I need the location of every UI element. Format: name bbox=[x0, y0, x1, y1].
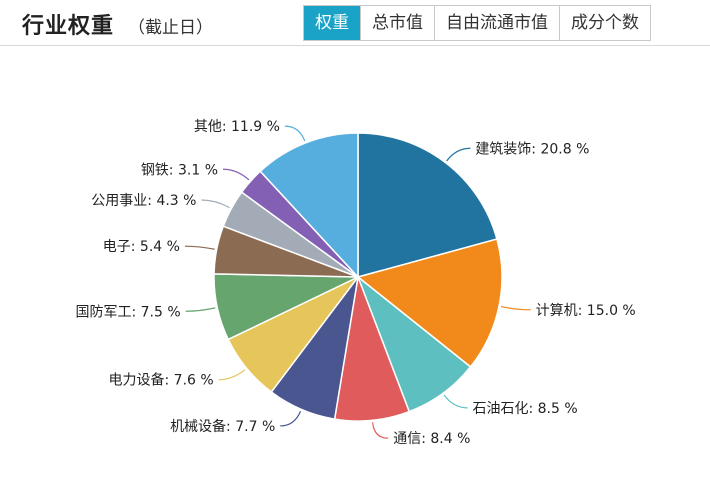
tab-weight[interactable]: 权重 bbox=[304, 6, 361, 40]
slice-label: 机械设备: 7.7 % bbox=[170, 418, 275, 435]
slice-label: 国防军工: 7.5 % bbox=[75, 304, 180, 320]
tab-constituent-count[interactable]: 成分个数 bbox=[560, 6, 650, 40]
leader-line bbox=[443, 394, 468, 409]
tab-total-market-cap[interactable]: 总市值 bbox=[361, 6, 435, 40]
leader-line bbox=[284, 125, 306, 142]
pie-chart: 建筑装饰: 20.8 % 计算机: 15.0 % 石油石化: 8.5 %通信: 8.… bbox=[75, 119, 636, 447]
leader-line bbox=[446, 147, 471, 162]
slice-label: 电子: 5.4 % bbox=[103, 239, 180, 255]
leader-line bbox=[500, 305, 531, 311]
slice-label: 石油石化: 8.5 % bbox=[472, 401, 577, 417]
pie-slice[interactable] bbox=[357, 132, 498, 278]
slice-label: 公用事业: 4.3 % bbox=[91, 193, 196, 209]
slice-label: 其他: 11.9 % bbox=[194, 119, 280, 135]
slice-label: 电力设备: 7.6 % bbox=[109, 372, 214, 389]
leader-line bbox=[184, 245, 215, 250]
leader-line bbox=[218, 369, 246, 381]
chart-area: 建筑装饰: 20.8 % 计算机: 15.0 % 石油石化: 8.5 % 通信: 8.… bbox=[0, 46, 710, 500]
slice-label: 计算机: 15.0 % bbox=[536, 303, 636, 319]
page-subtitle: （截止日） bbox=[128, 18, 213, 38]
slice-label: 建筑装饰: 20.8 % bbox=[475, 141, 589, 157]
slice-label: 钢铁: 3.1 % bbox=[141, 162, 218, 178]
leader-line bbox=[201, 199, 230, 209]
header: 行业权重 （截止日） 权重 总市值 自由流通市值 成分个数 bbox=[0, 0, 710, 46]
leader-line bbox=[185, 307, 216, 312]
tab-free-float-market-cap[interactable]: 自由流通市值 bbox=[435, 6, 560, 40]
tab-group: 权重 总市值 自由流通市值 成分个数 bbox=[303, 5, 651, 41]
leader-line bbox=[280, 410, 302, 427]
leader-line bbox=[372, 422, 389, 439]
leader-line bbox=[222, 168, 250, 181]
pie-slice[interactable] bbox=[259, 132, 359, 279]
pie-slice[interactable] bbox=[356, 238, 503, 368]
slice-label: 通信: 8.4 % bbox=[393, 431, 470, 447]
page-title: 行业权重 bbox=[22, 14, 115, 39]
